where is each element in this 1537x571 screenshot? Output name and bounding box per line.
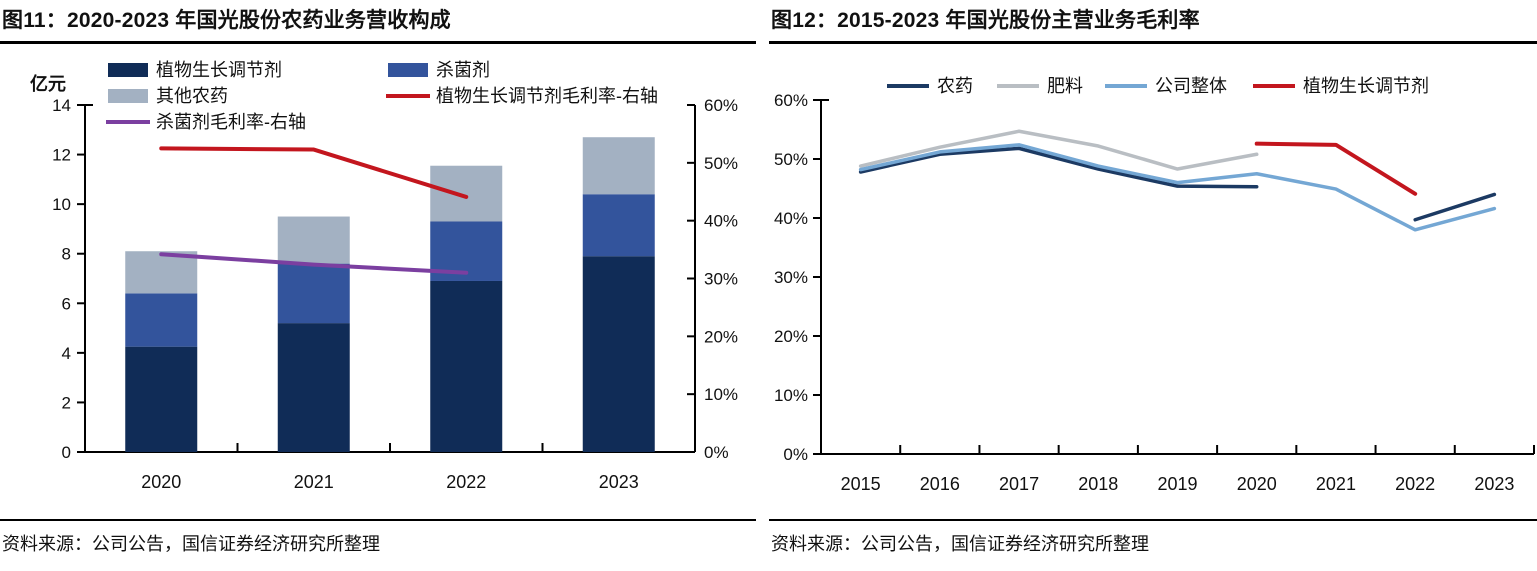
legend-label: 杀菌剂	[436, 60, 490, 80]
y-tick-label-right: 10%	[704, 385, 738, 404]
line-series-0	[1413, 192, 1497, 222]
x-tick-label: 2016	[920, 474, 960, 494]
bar-segment	[430, 280, 503, 452]
y-tick-label-right: 30%	[704, 270, 738, 289]
axis-unit-label: 亿元	[30, 73, 66, 94]
y-tick-label-right: 40%	[704, 212, 738, 231]
y-tick-label: 8	[62, 245, 71, 264]
x-tick-label: 2021	[294, 472, 334, 492]
legend-swatch	[108, 63, 148, 77]
line-chart: 0% 10% 20% 30% 40% 50% 60% 2015 2016 2017 2018 2019…	[774, 76, 1535, 494]
legend-item: 农药	[887, 76, 973, 96]
x-tick-label: 2023	[599, 472, 639, 492]
line-series-0	[858, 146, 1259, 189]
figure-title: 图12：2015-2023 年国光股份主营业务毛利率	[771, 9, 1200, 32]
y-tick-label: 2	[62, 393, 71, 412]
x-tick-label: 2020	[141, 472, 181, 492]
x-tick-label: 2021	[1316, 474, 1356, 494]
bar-segment	[277, 323, 350, 452]
bar-segment	[582, 137, 655, 195]
legend-item: 其他农药	[108, 86, 228, 106]
figure-title: 图11：2020-2023 年国光股份农药业务营收构成	[2, 9, 451, 32]
line-series-0	[159, 146, 469, 199]
y-tick-label-right: 60%	[704, 96, 738, 115]
legend-label: 公司整体	[1155, 76, 1227, 96]
source-rule	[0, 519, 756, 521]
y-tick-label: 50%	[774, 150, 808, 169]
legend-label: 农药	[937, 76, 973, 96]
y-tick-label: 10	[52, 195, 71, 214]
y-tick-label: 6	[62, 294, 71, 313]
legend-label: 植物生长调节剂毛利率-右轴	[436, 86, 658, 106]
legend-swatch	[388, 63, 428, 77]
x-tick-label: 2019	[1157, 474, 1197, 494]
y-tick-label-right: 0%	[704, 443, 729, 462]
line-series-3	[1254, 141, 1418, 196]
title-rule	[769, 41, 1537, 44]
legend-label: 肥料	[1047, 76, 1083, 96]
legend-item: 肥料	[997, 76, 1083, 96]
source-text: 资料来源：公司公告，国信证券经济研究所整理	[771, 534, 1149, 554]
legend-item: 植物生长调节剂	[1253, 76, 1429, 96]
x-tick-label: 2017	[999, 474, 1039, 494]
y-tick-label: 30%	[774, 268, 808, 287]
legend-item: 杀菌剂毛利率-右轴	[106, 112, 306, 132]
legend-label: 其他农药	[156, 86, 228, 106]
y-tick-label: 10%	[774, 386, 808, 405]
legend-item: 植物生长调节剂毛利率-右轴	[386, 86, 658, 106]
bar-segment	[277, 263, 350, 324]
line-series-1	[159, 252, 469, 275]
y-tick-label: 0	[62, 443, 71, 462]
y-tick-label: 60%	[774, 91, 808, 110]
legend-swatch	[108, 89, 148, 103]
legend-item: 植物生长调节剂	[108, 60, 282, 80]
bar-segment	[125, 293, 198, 347]
y-tick-label: 0%	[783, 445, 808, 464]
x-tick-label: 2015	[841, 474, 881, 494]
source-rule	[769, 519, 1537, 521]
legend-item: 杀菌剂	[388, 60, 490, 80]
legend-label: 杀菌剂毛利率-右轴	[156, 112, 306, 132]
figure-fig11: 图11：2020-2023 年国光股份农药业务营收构成 0 2 4 6 8 10 12 14 0…	[0, 0, 756, 571]
line-series-2	[858, 143, 1497, 232]
bar-segment	[277, 216, 350, 264]
x-tick-label: 2022	[1395, 474, 1435, 494]
x-tick-label: 2018	[1078, 474, 1118, 494]
title-rule	[0, 41, 756, 44]
line-series-1	[858, 129, 1259, 171]
legend-label: 植物生长调节剂	[156, 60, 282, 80]
y-tick-label: 40%	[774, 209, 808, 228]
y-tick-label: 12	[52, 146, 71, 165]
bar-line-chart: 0 2 4 6 8 10 12 14 0% 10% 20% 30% 40% 50% 60% 亿元 2020 202…	[30, 60, 738, 492]
bar-segment	[582, 194, 655, 257]
bar-segment	[125, 346, 198, 452]
y-tick-label-right: 50%	[704, 154, 738, 173]
x-tick-label: 2022	[446, 472, 486, 492]
source-text: 资料来源：公司公告，国信证券经济研究所整理	[2, 534, 380, 554]
y-tick-label: 20%	[774, 327, 808, 346]
bar-segment	[430, 165, 503, 222]
y-tick-label: 4	[62, 344, 71, 363]
y-tick-label-right: 20%	[704, 327, 738, 346]
figure-fig12: 图12：2015-2023 年国光股份主营业务毛利率 0% 10% 20% 30% 40…	[769, 0, 1537, 571]
bar-segment	[125, 251, 198, 294]
legend-item: 公司整体	[1105, 76, 1227, 96]
legend-label: 植物生长调节剂	[1303, 76, 1429, 96]
x-tick-label: 2023	[1474, 474, 1514, 494]
x-tick-label: 2020	[1237, 474, 1277, 494]
bar-segment	[582, 256, 655, 452]
y-tick-label: 14	[52, 96, 71, 115]
